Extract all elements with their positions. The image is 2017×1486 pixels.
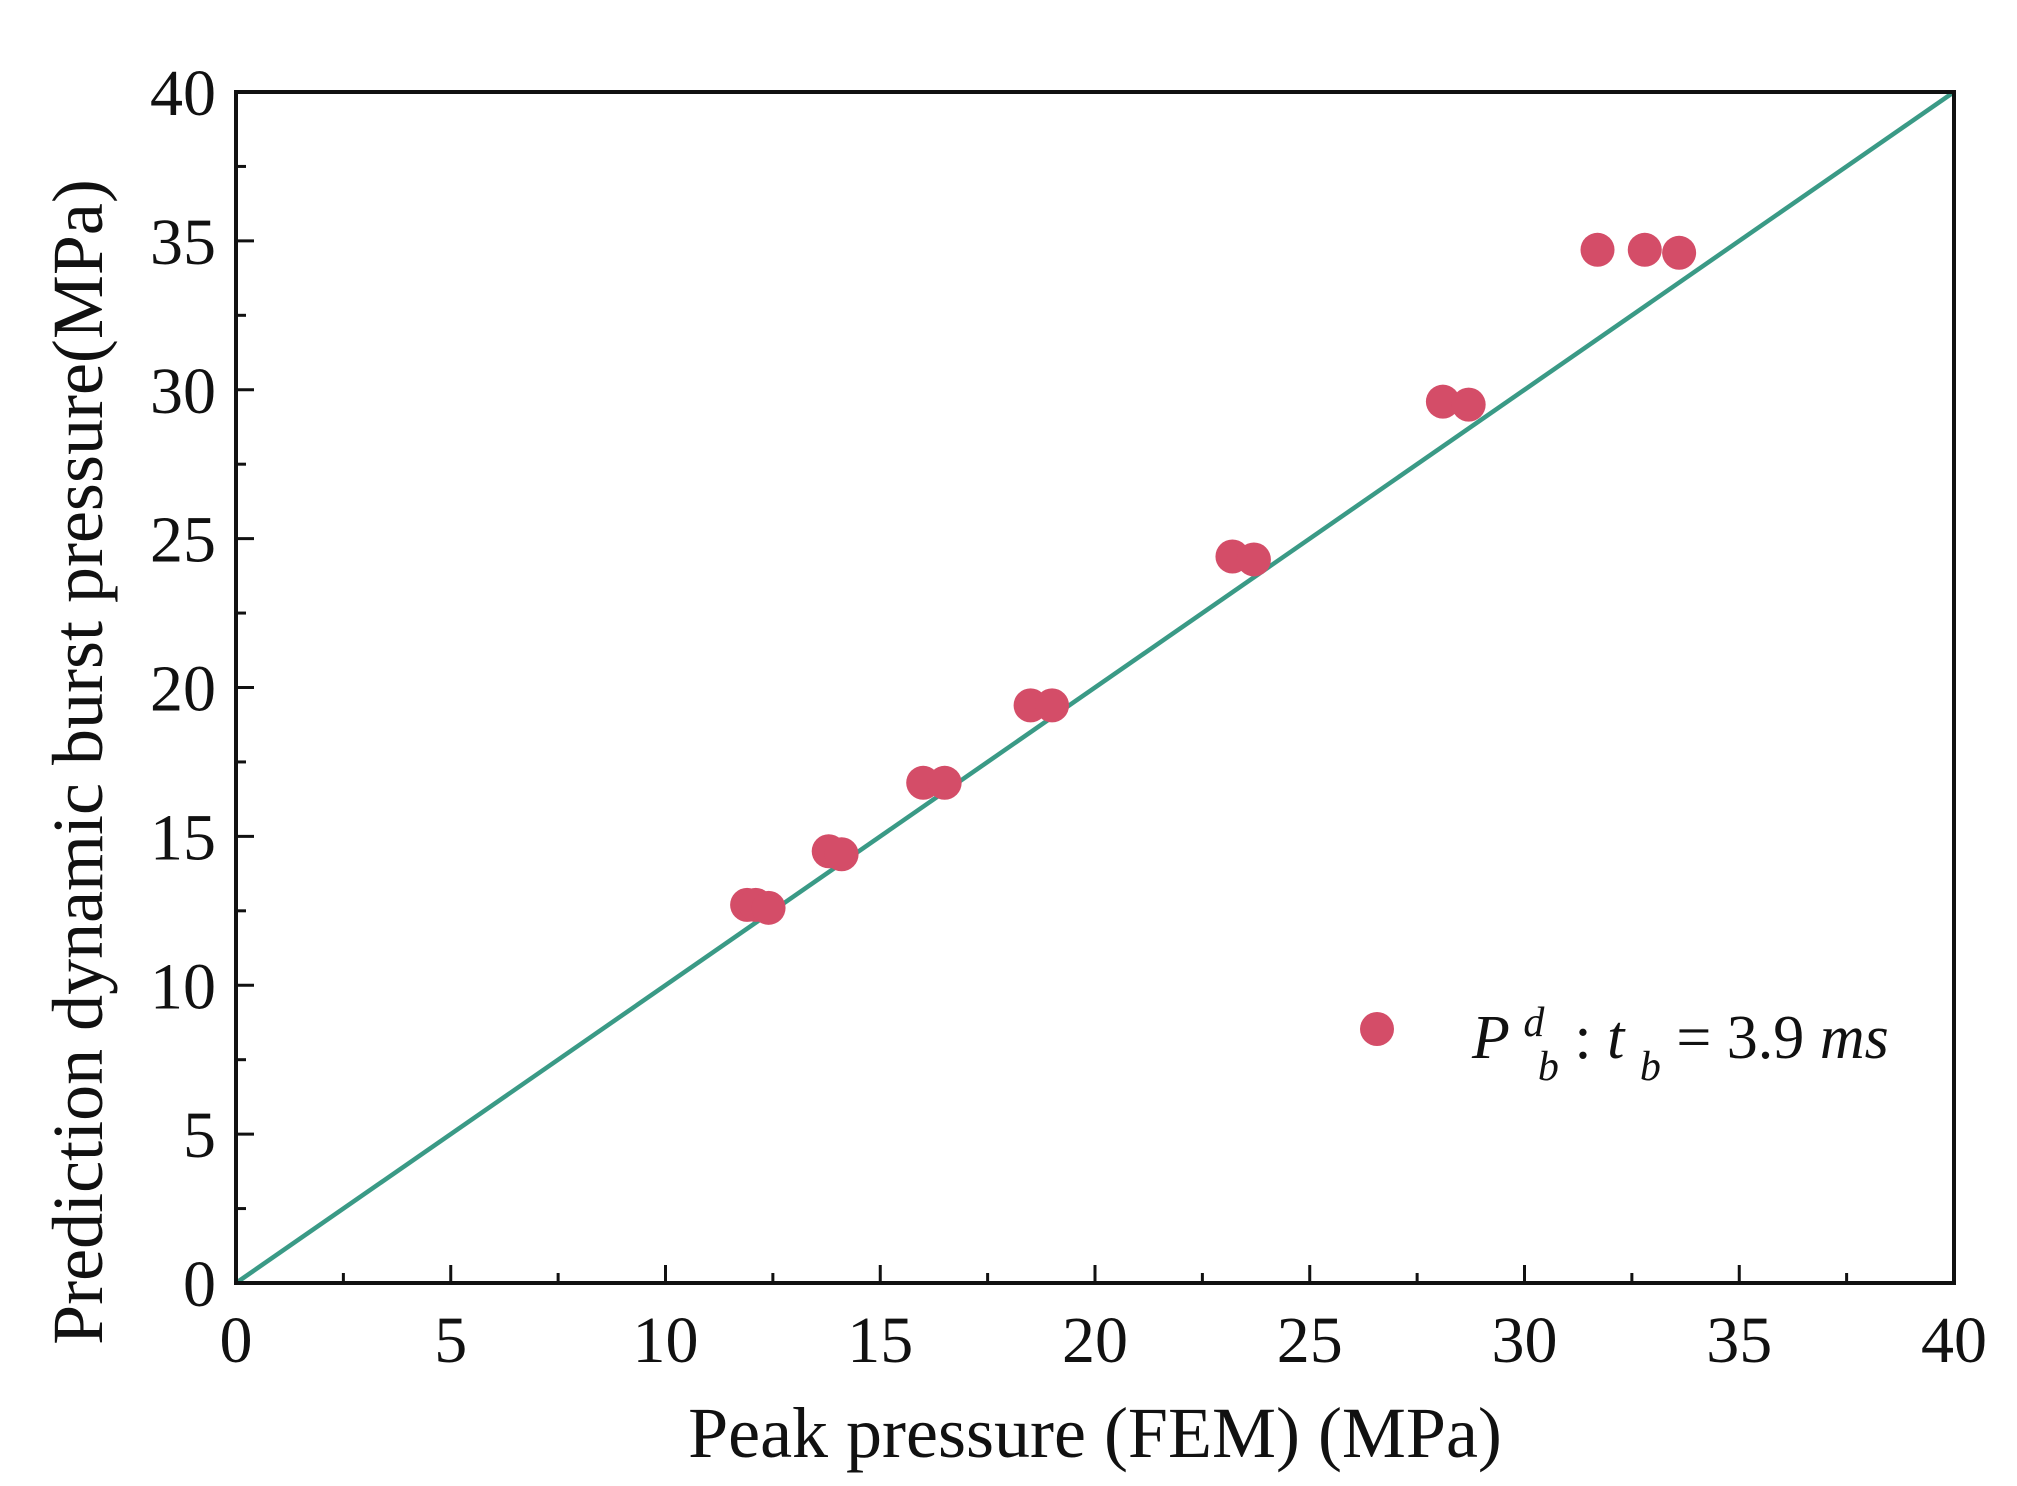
x-tick-label: 25: [1277, 1304, 1343, 1377]
data-point: [927, 765, 962, 800]
x-tick-label: 35: [1706, 1304, 1772, 1377]
y-tick-label: 40: [150, 57, 216, 130]
y-tick-label: 30: [150, 355, 216, 428]
data-point: [1580, 232, 1615, 267]
x-tick-label: 30: [1492, 1304, 1558, 1377]
y-tick-label: 35: [150, 206, 216, 279]
legend-superscript: d: [1523, 1000, 1545, 1046]
legend-var-p: P: [1471, 1004, 1510, 1072]
reference-line: [234, 90, 1956, 1285]
legend-label: P d b : t b = 3.9 ms: [1471, 982, 1889, 1094]
data-point: [1035, 688, 1070, 723]
data-point: [824, 837, 859, 872]
legend-subscript-1: b: [1538, 1044, 1559, 1090]
legend-unit: ms: [1820, 1004, 1889, 1072]
legend: P d b : t b = 3.9 ms: [1360, 982, 1889, 1094]
plot-frame: [234, 90, 1956, 1285]
x-tick-label: 5: [434, 1304, 467, 1377]
x-tick-label: 10: [633, 1304, 699, 1377]
y-tick-label: 5: [183, 1099, 216, 1172]
y-tick-labels: 0 5 10 15 20 25 30 35 40: [150, 57, 216, 1321]
data-point: [1627, 232, 1662, 267]
data-point: [1662, 235, 1697, 270]
y-axis-title: Prediction dynamic burst pressure(MPa): [38, 179, 118, 1345]
legend-equals: = 3.9: [1676, 1004, 1804, 1072]
reference-line-group: [234, 90, 1956, 1285]
y-tick-label: 0: [183, 1248, 216, 1321]
y-tick-label: 25: [150, 504, 216, 577]
x-tick-label: 0: [220, 1304, 253, 1377]
data-point: [1236, 542, 1271, 577]
legend-colon: :: [1574, 1004, 1607, 1072]
y-tick-label: 10: [150, 950, 216, 1023]
x-tick-label: 40: [1921, 1304, 1987, 1377]
data-point: [1425, 384, 1460, 419]
scatter-points: [730, 232, 1697, 925]
data-point: [751, 890, 786, 925]
legend-var-t: t: [1607, 1004, 1626, 1072]
legend-marker: [1360, 1012, 1394, 1046]
data-point: [1451, 387, 1486, 422]
x-tick-labels: 0 5 10 15 20 25 30 35 40: [220, 1304, 1988, 1377]
x-axis-title: Peak pressure (FEM) (MPa): [688, 1393, 1502, 1473]
y-tick-label: 15: [150, 801, 216, 874]
y-tick-label: 20: [150, 653, 216, 726]
x-tick-label: 20: [1062, 1304, 1128, 1377]
legend-subscript-2: b: [1640, 1044, 1661, 1090]
x-tick-label: 15: [847, 1304, 913, 1377]
